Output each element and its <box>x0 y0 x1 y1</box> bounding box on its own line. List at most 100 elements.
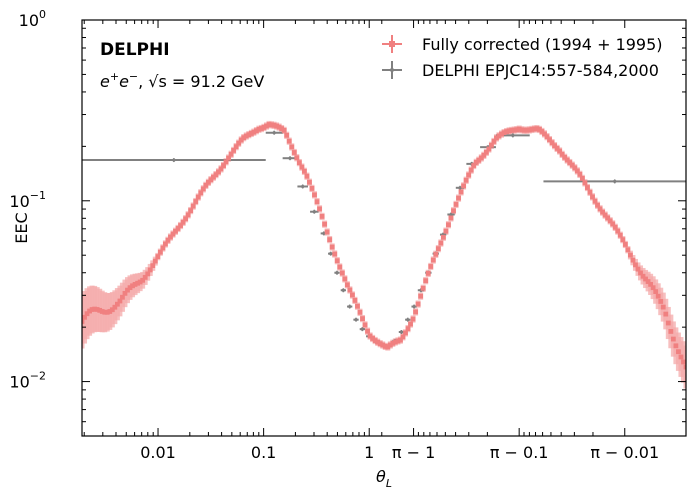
corrected-point <box>468 167 474 173</box>
corrected-point <box>271 122 277 128</box>
corrected-point <box>610 221 616 227</box>
delphi-point <box>354 318 358 322</box>
corrected-point <box>238 137 244 143</box>
x-tick-label: 1 <box>364 443 374 462</box>
corrected-point <box>382 344 388 349</box>
delphi-point <box>329 252 333 256</box>
corrected-point <box>304 173 310 179</box>
corrected-point <box>312 192 317 198</box>
corrected-point <box>486 146 492 152</box>
corrected-point <box>415 301 421 307</box>
corrected-point <box>587 189 593 195</box>
corrected-point <box>481 152 487 158</box>
corrected-point <box>579 176 585 181</box>
corrected-point <box>226 155 231 161</box>
corrected-point <box>261 125 267 130</box>
corrected-point <box>557 148 563 154</box>
corrected-point <box>329 244 335 250</box>
experiment-label: DELPHI <box>100 40 170 60</box>
corrected-point <box>89 307 95 312</box>
delphi-point <box>348 304 352 309</box>
corrected-point <box>99 309 105 314</box>
corrected-point <box>514 127 520 133</box>
corrected-point <box>542 131 547 137</box>
corrected-point <box>337 264 343 270</box>
corrected-point <box>193 199 199 204</box>
corrected-point <box>683 364 686 370</box>
corrected-point <box>564 157 570 163</box>
corrected-point <box>94 307 100 312</box>
corrected-point <box>125 287 130 293</box>
corrected-point <box>299 164 305 170</box>
corrected-point <box>574 168 580 174</box>
corrected-point <box>102 309 108 315</box>
corrected-point <box>243 133 249 139</box>
corrected-point <box>87 308 92 314</box>
corrected-point <box>628 252 633 258</box>
corrected-point <box>435 246 441 252</box>
corrected-point <box>567 160 573 165</box>
corrected-point <box>572 165 578 171</box>
corrected-point <box>607 218 613 224</box>
corrected-point <box>521 127 527 133</box>
process-label: e+e−, √s = 91.2 GeV <box>100 70 264 91</box>
corrected-point <box>327 237 333 243</box>
delphi-point <box>322 231 326 236</box>
corrected-point <box>554 146 560 151</box>
corrected-point <box>655 293 661 299</box>
corrected-point <box>286 138 292 144</box>
corrected-point <box>365 328 370 334</box>
corrected-point <box>440 234 446 240</box>
corrected-point <box>92 306 98 312</box>
corrected-point <box>367 333 373 339</box>
corrected-point <box>428 264 434 269</box>
x-tick-label: π − 0.1 <box>490 443 549 462</box>
corrected-point <box>332 251 338 257</box>
corrected-point <box>82 314 87 320</box>
delphi-point <box>613 179 617 184</box>
corrected-point <box>577 171 583 177</box>
corrected-point <box>392 339 398 345</box>
corrected-point <box>203 182 209 188</box>
corrected-point <box>620 237 626 243</box>
corrected-point <box>443 228 449 234</box>
corrected-point <box>314 199 320 205</box>
x-tick-label: π − 1 <box>392 443 435 462</box>
y-tick-label: 10−2 <box>9 370 46 392</box>
delphi-point <box>272 131 276 135</box>
corrected-point <box>127 285 133 291</box>
delphi-point <box>511 133 515 137</box>
corrected-point <box>531 126 537 132</box>
delphi-point <box>458 186 462 190</box>
corrected-point <box>269 122 274 128</box>
corrected-point <box>681 359 686 365</box>
corrected-point <box>483 149 489 155</box>
corrected-point <box>276 124 282 130</box>
corrected-point <box>653 289 659 294</box>
corrected-point <box>233 144 239 150</box>
corrected-point <box>463 177 469 183</box>
y-axis-ticks: 10−2 10−1 100 <box>9 8 686 437</box>
corrected-point <box>289 144 295 150</box>
corrected-point <box>612 224 618 230</box>
corrected-point <box>496 133 502 139</box>
corrected-point <box>372 338 378 343</box>
corrected-point <box>385 344 391 350</box>
corrected-point <box>142 274 148 280</box>
corrected-point <box>135 280 140 286</box>
corrected-point <box>259 126 264 131</box>
corrected-point <box>549 140 555 146</box>
corrected-point <box>473 159 479 165</box>
corrected-point <box>183 216 189 222</box>
corrected-point <box>266 122 272 127</box>
x-axis-ticks: 0.01 0.1 1 π − 1 π − 0.1 π − 0.01 <box>83 20 659 462</box>
corrected-point <box>360 316 365 321</box>
corrected-point <box>145 271 151 277</box>
corrected-point <box>658 299 664 304</box>
corrected-point <box>529 127 535 132</box>
corrected-point <box>130 283 135 289</box>
corrected-point <box>147 267 153 273</box>
corrected-point <box>506 128 512 134</box>
corrected-point <box>602 212 608 218</box>
corrected-point <box>638 270 643 276</box>
